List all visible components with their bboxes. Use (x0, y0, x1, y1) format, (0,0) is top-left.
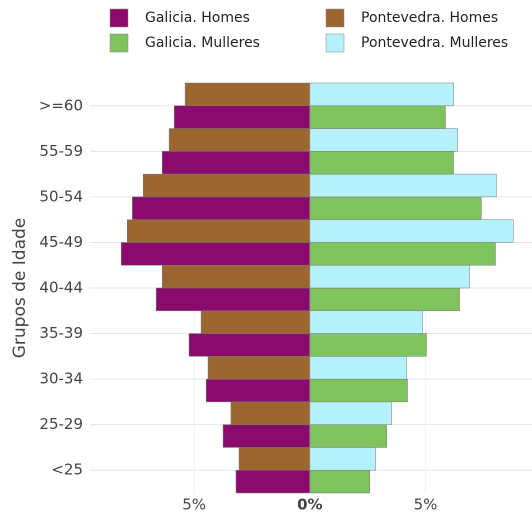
bar (309, 264, 470, 289)
bar (207, 356, 311, 380)
bar (309, 356, 407, 380)
bar (309, 173, 497, 198)
bar (120, 242, 311, 266)
bar (230, 401, 311, 425)
y-tick-label: 25-29 (39, 415, 83, 433)
legend-label: Galicia. Homes (145, 10, 250, 26)
y-tick-label: <25 (51, 461, 83, 479)
bar (309, 151, 454, 175)
bar (127, 219, 311, 243)
bar (205, 378, 311, 403)
y-tick-label: >=60 (39, 96, 83, 114)
y-axis-title: Grupos de Idade (10, 218, 30, 359)
bar (309, 219, 514, 243)
y-tick-label: 30-34 (39, 370, 83, 388)
bar (222, 424, 311, 448)
legend-swatch (325, 33, 345, 53)
y-tick-label: 40-44 (39, 279, 83, 297)
bar (168, 128, 311, 152)
bar (309, 424, 387, 448)
bar (184, 82, 311, 107)
legend-label: Galicia. Mulleres (145, 35, 260, 51)
bar (309, 447, 376, 471)
y-tick-label: 45-49 (39, 233, 83, 251)
bar (132, 196, 311, 220)
bar (309, 82, 454, 107)
bar (188, 333, 311, 357)
legend-swatch (109, 33, 129, 53)
bar (309, 128, 458, 152)
legend-swatch (325, 8, 345, 28)
y-tick-label: 50-54 (39, 187, 83, 205)
legend-swatch (109, 8, 129, 28)
y-tick-label: 55-59 (39, 142, 83, 160)
x-tick-label: 5% (182, 496, 206, 514)
bar (309, 469, 371, 494)
bar (309, 378, 408, 403)
bar (155, 287, 311, 312)
legend-label: Pontevedra. Homes (361, 10, 498, 26)
bar (309, 401, 392, 425)
bar (161, 264, 311, 289)
x-tick-label: 5% (414, 496, 438, 514)
bar (173, 105, 311, 129)
bar (309, 333, 427, 357)
bar (309, 310, 423, 334)
bar (309, 242, 496, 266)
bar (309, 287, 460, 312)
bar (142, 173, 311, 198)
legend-label: Pontevedra. Mulleres (361, 35, 508, 51)
bar (238, 447, 311, 471)
bar (235, 469, 311, 494)
bar (309, 196, 482, 220)
bar (161, 151, 311, 175)
bar (200, 310, 311, 334)
x-tick-label: 0% (297, 496, 322, 514)
y-tick-label: 35-39 (39, 324, 83, 342)
bar (309, 105, 446, 129)
